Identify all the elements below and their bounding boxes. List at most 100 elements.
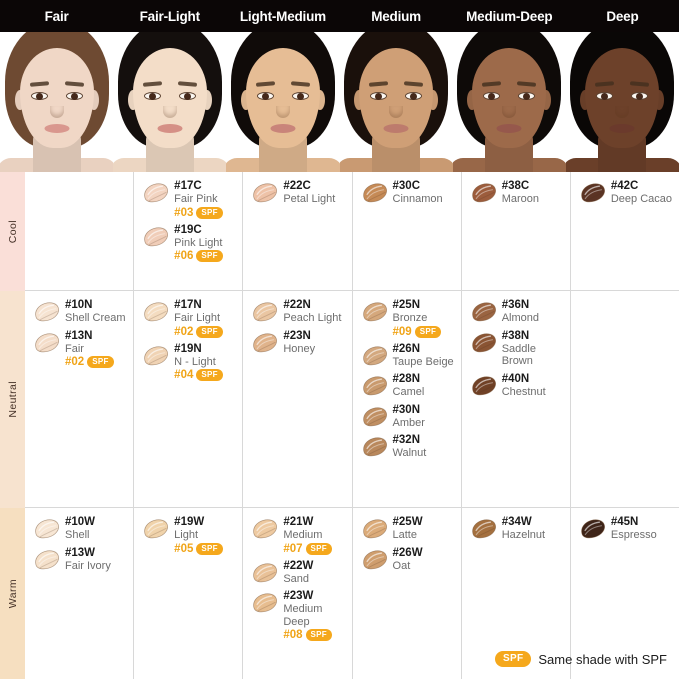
shade-text-block: #19N N - Light #04 SPF	[174, 343, 223, 382]
shade-code: #22C	[283, 180, 311, 192]
shade-entry[interactable]: #22C Petal Light	[249, 180, 347, 206]
shade-code: #25W	[392, 516, 423, 528]
face-swatch-strip	[0, 32, 679, 172]
shade-code: #23N	[283, 329, 311, 342]
shade-entry[interactable]: #23N Honey	[249, 330, 347, 356]
tone-family-sidebar: Cool Neutral Warm	[0, 172, 25, 679]
shade-entry[interactable]: #19W Light #05 SPF	[140, 516, 238, 555]
spf-shade-code: #03	[174, 206, 194, 219]
shade-entry[interactable]: #25N Bronze #09 SPF	[359, 299, 457, 338]
shade-entry[interactable]: #21W Medium #07 SPF	[249, 516, 347, 555]
nose-shape	[502, 106, 517, 118]
spf-badge: SPF	[414, 325, 442, 338]
tone-band-cool: Cool	[0, 172, 25, 291]
shade-swatch-icon	[362, 437, 387, 457]
shade-entry[interactable]: #30N Amber	[359, 404, 457, 430]
shade-name: Cinnamon	[392, 193, 443, 205]
iris-right	[70, 93, 78, 100]
shade-entry[interactable]: #38C Maroon	[468, 180, 566, 206]
shade-name: Latte	[392, 529, 417, 541]
shade-entry[interactable]: #45N Espresso	[577, 516, 675, 542]
spf-equivalent: #07 SPF	[283, 542, 332, 555]
shade-text-block: #25N Bronze #09 SPF	[393, 299, 442, 338]
shade-text-block: #26N Taupe Beige	[393, 343, 454, 369]
shade-code: #10N	[65, 299, 93, 311]
shade-swatch-icon	[471, 519, 496, 539]
shade-entry[interactable]: #28N Camel	[359, 373, 457, 399]
shade-entry[interactable]: #38N Saddle Brown	[468, 330, 566, 368]
shade-entry[interactable]: #42C Deep Cacao	[577, 180, 675, 206]
shade-code: #30C	[392, 180, 421, 192]
shade-name: Light	[174, 529, 199, 541]
shade-entry[interactable]: #32N Walnut	[359, 434, 457, 460]
shade-entry[interactable]: #22W Sand	[249, 560, 347, 586]
shade-entry[interactable]: #19N N - Light #04 SPF	[140, 343, 238, 382]
shade-text-block: #30N Amber	[393, 404, 425, 430]
shade-row-cool: #17C Fair Pink #03 SPF #19C Pink Light #06 SPF #…	[25, 172, 679, 291]
shade-text-block: #36N Almond	[502, 299, 539, 325]
shade-text-block: #23W Medium Deep #08 SPF	[283, 590, 347, 642]
shade-entry[interactable]: #17C Fair Pink #03 SPF	[140, 180, 238, 219]
lips-shape	[496, 124, 522, 133]
iris-right	[523, 93, 531, 100]
spf-equivalent: #02 SPF	[65, 356, 114, 369]
shade-code: #26W	[392, 546, 423, 559]
shade-swatch-icon	[253, 563, 278, 582]
shade-entry[interactable]: #17N Fair Light #02 SPF	[140, 299, 238, 338]
shade-row-neutral: #10N Shell Cream #13N Fair #02 SPF #17N Fair Li…	[25, 291, 679, 508]
shade-code: #45N	[610, 516, 639, 528]
shade-swatch-icon	[253, 302, 278, 322]
iris-left	[35, 93, 43, 100]
shade-name: Peach Light	[283, 312, 342, 324]
shade-text-block: #17C Fair Pink #03 SPF	[174, 180, 223, 219]
shade-entry[interactable]: #40N Chestnut	[468, 373, 566, 399]
iris-left	[148, 93, 156, 100]
shade-swatch-icon	[144, 227, 169, 246]
model-face-medium	[339, 32, 453, 172]
shade-entry[interactable]: #19C Pink Light #06 SPF	[140, 224, 238, 263]
shade-text-block: #13W Fair Ivory	[65, 547, 111, 573]
model-face-light-medium	[226, 32, 340, 172]
spf-equivalent: #04 SPF	[174, 369, 223, 382]
shade-entry[interactable]: #23W Medium Deep #08 SPF	[249, 590, 347, 642]
spf-shade-code: #02	[174, 325, 194, 338]
iris-right	[183, 93, 191, 100]
shade-code: #36N	[501, 299, 530, 311]
shade-entry[interactable]: #10N Shell Cream	[31, 299, 129, 325]
ear-right	[88, 90, 99, 110]
spf-badge: SPF	[196, 206, 223, 219]
shade-code: #22W	[283, 559, 314, 572]
spf-legend-text: Same shade with SPF	[538, 651, 667, 667]
shade-entry[interactable]: #26N Taupe Beige	[359, 343, 457, 369]
lips-shape	[383, 124, 409, 133]
shade-text-block: #32N Walnut	[393, 434, 427, 460]
shade-entry[interactable]: #30C Cinnamon	[359, 180, 457, 206]
spf-shade-code: #02	[65, 356, 85, 369]
shade-entry[interactable]: #22N Peach Light	[249, 299, 347, 325]
shade-name: Medium	[283, 529, 323, 541]
shade-name: Sand	[283, 572, 310, 585]
shade-entry[interactable]: #10W Shell	[31, 516, 129, 542]
shade-entry[interactable]: #34W Hazelnut	[468, 516, 566, 542]
shade-name: Amber	[392, 416, 425, 429]
spf-badge: SPF	[196, 369, 223, 382]
shade-swatch-icon	[471, 183, 496, 203]
shade-cell: #30C Cinnamon	[353, 172, 462, 290]
shade-name: Espresso	[610, 529, 657, 541]
shade-code: #19N	[174, 342, 202, 355]
shade-swatch-icon	[35, 550, 59, 569]
shade-cell: #34W Hazelnut	[462, 508, 571, 679]
shade-swatch-icon	[35, 333, 59, 352]
shade-entry[interactable]: #36N Almond	[468, 299, 566, 325]
ear-right	[428, 90, 439, 110]
tone-column-label: Fair	[44, 8, 69, 24]
shade-code: #19W	[174, 516, 205, 528]
shade-cell: #19W Light #05 SPF	[134, 508, 244, 679]
shade-swatch-icon	[471, 302, 496, 322]
nose-shape	[162, 106, 177, 118]
shade-cell	[25, 172, 135, 290]
shade-entry[interactable]: #25W Latte	[359, 516, 457, 542]
shade-entry[interactable]: #13W Fair Ivory	[31, 547, 129, 573]
shade-entry[interactable]: #13N Fair #02 SPF	[31, 330, 129, 369]
shade-entry[interactable]: #26W Oat	[359, 547, 457, 573]
